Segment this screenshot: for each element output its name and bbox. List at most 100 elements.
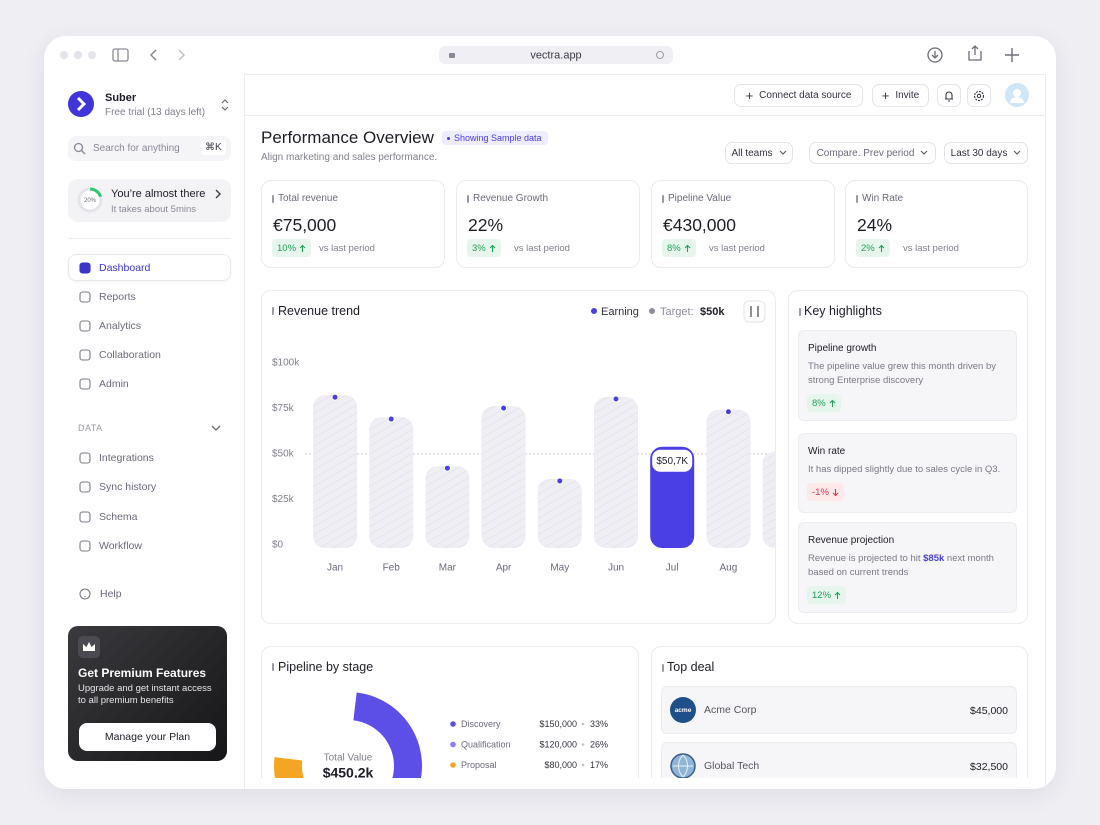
- nav-item[interactable]: Reports: [99, 291, 136, 303]
- onboarding-subtitle: It takes about 5mins: [111, 204, 197, 215]
- bar-hatch: [537, 478, 582, 548]
- change-badge: 8%: [807, 394, 841, 412]
- revenue-chart: Revenue trend $0 $25k $50k $75k $100k Jan Feb M…: [272, 300, 775, 574]
- crown-icon: [78, 636, 100, 658]
- window-dot[interactable]: [60, 51, 68, 59]
- section-toggle[interactable]: [210, 424, 222, 432]
- url-bar[interactable]: [439, 46, 673, 64]
- premium-button[interactable]: Manage your Plan: [79, 723, 216, 751]
- stage-amount: $150,000: [539, 719, 577, 729]
- title-tick: [272, 195, 274, 203]
- legend-swatch: [591, 308, 597, 314]
- bar: [650, 446, 695, 548]
- main-border: [1045, 74, 1046, 789]
- filter-dropdown[interactable]: Compare. Prev period: [809, 142, 936, 164]
- x-tick-label: Aug: [720, 563, 738, 574]
- main-border: [245, 74, 1045, 75]
- workspace-switch[interactable]: [220, 98, 230, 112]
- x-tick-label: Jan: [327, 563, 343, 574]
- back-button[interactable]: [149, 49, 157, 61]
- chart-settings-button[interactable]: [743, 300, 766, 323]
- nav-item[interactable]: Integrations: [99, 452, 154, 464]
- filter-dropdown[interactable]: Last 30 days: [944, 142, 1028, 164]
- highlights-card: Key highlights Pipeline growth The pipeli…: [788, 290, 1028, 624]
- legend-label: Qualification: [461, 739, 511, 749]
- deal-amount: $45,000: [970, 705, 1008, 717]
- nav-item[interactable]: Admin: [99, 378, 129, 390]
- legend-swatch: [450, 762, 456, 768]
- change-badge: 12%: [807, 586, 847, 604]
- text: next month based on current trends: [808, 553, 994, 578]
- sidebar-border: [244, 74, 245, 789]
- nav-active-bg: [68, 254, 231, 281]
- bar-hatch: [594, 397, 638, 548]
- change-value: 8%: [667, 242, 681, 254]
- x-tick-label: Jul: [666, 563, 679, 574]
- kpi-label: Total revenue: [278, 193, 339, 204]
- nav-item[interactable]: Collaboration: [99, 349, 161, 361]
- sidebar-toggle[interactable]: [112, 48, 129, 62]
- progress-label: 20%: [84, 198, 97, 204]
- filter-dropdown[interactable]: All teams: [725, 142, 793, 164]
- progress-ring: 20%: [77, 187, 103, 213]
- separator-dot: [581, 763, 585, 767]
- invite-button[interactable]: + Invite: [872, 84, 929, 107]
- url: vectra.app: [530, 49, 581, 61]
- icon-shape: [79, 349, 91, 361]
- help-link[interactable]: Help: [100, 588, 122, 600]
- window-dot[interactable]: [88, 51, 96, 59]
- settings-button[interactable]: [967, 84, 991, 107]
- kpi-card: Win Rate 24% 2% vs last period: [845, 180, 1028, 268]
- arrow-path: [684, 244, 691, 252]
- nav-item[interactable]: Sync history: [99, 481, 157, 493]
- topbar-border: [245, 115, 1045, 116]
- deal-row[interactable]: acme Acme Corp $45,000: [661, 686, 1017, 734]
- donut-center-value: $450,2k: [323, 765, 374, 778]
- reload-icon[interactable]: [655, 50, 665, 60]
- download-icon[interactable]: [927, 47, 943, 63]
- highlight-title: Win rate: [808, 446, 846, 457]
- nav-item[interactable]: Schema: [99, 511, 138, 523]
- highlight-item: Win rate It has dipped slightly due to sa…: [798, 433, 1017, 513]
- change-arrow: [299, 244, 306, 252]
- stage-share: 33%: [590, 719, 608, 729]
- deal-row[interactable]: Global Tech $32,500: [661, 742, 1017, 778]
- bar-hatch: [706, 409, 751, 548]
- filter-label: Compare. Prev period: [816, 147, 915, 159]
- nav-icon: [79, 320, 91, 332]
- card-title: Key highlights: [804, 304, 882, 318]
- user-avatar[interactable]: [1005, 83, 1029, 107]
- kpi-note: vs last period: [903, 243, 959, 254]
- nav-item[interactable]: Analytics: [99, 320, 142, 332]
- icon-shape: [79, 320, 91, 332]
- new-tab-icon[interactable]: [1005, 48, 1019, 62]
- chevron: [921, 150, 928, 155]
- chart-title: Revenue trend: [278, 304, 360, 318]
- card-title: Top deal: [667, 660, 715, 674]
- workspace-name[interactable]: Suber: [105, 92, 137, 104]
- nav-item[interactable]: Workflow: [99, 540, 142, 552]
- share-icon[interactable]: [968, 45, 982, 61]
- help-icon: [79, 588, 91, 600]
- legend-swatch: [649, 308, 655, 314]
- y-tick-label: $100k: [272, 358, 300, 369]
- notifications-button[interactable]: [937, 84, 961, 107]
- kpi-value: €75,000: [273, 215, 337, 235]
- connect-button[interactable]: + Connect data source: [734, 84, 863, 107]
- title-tick: [272, 307, 274, 315]
- stage-share: 26%: [590, 739, 608, 749]
- title-tick: [662, 195, 664, 203]
- change-arrow: [684, 244, 691, 252]
- icon-shape: [79, 262, 91, 274]
- change-arrow: [829, 399, 836, 407]
- change-badge: 2%: [856, 239, 890, 257]
- nav-item[interactable]: Dashboard: [99, 262, 151, 274]
- page-subtitle: Align marketing and sales performance.: [261, 152, 438, 163]
- workspace-logo[interactable]: [68, 91, 94, 117]
- legend-label: Proposal: [461, 760, 497, 770]
- window-dot[interactable]: [74, 51, 82, 59]
- sample-badge: Showing Sample data: [442, 131, 548, 145]
- forward-button[interactable]: [178, 49, 186, 61]
- title-tick: [662, 664, 664, 672]
